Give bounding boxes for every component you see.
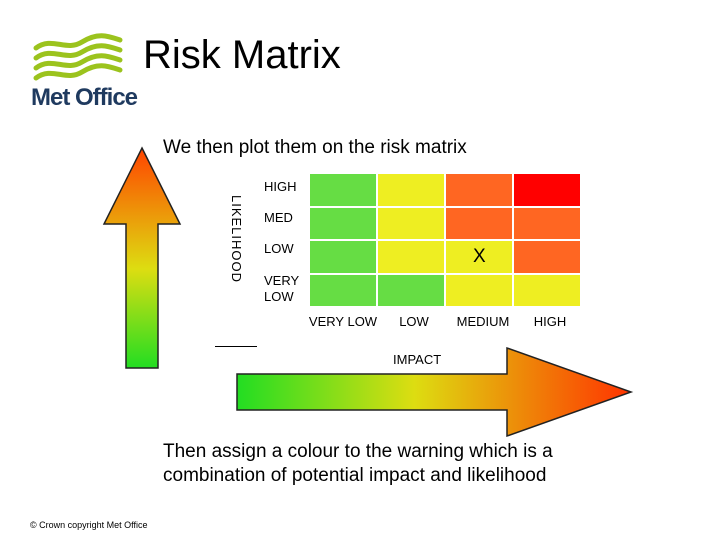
column-label-very-low: VERY LOW — [308, 314, 378, 329]
likelihood-axis-label: LIKELIHOOD — [229, 195, 244, 284]
matrix-cell — [377, 240, 445, 274]
impact-axis-label: IMPACT — [393, 352, 442, 367]
matrix-cell — [309, 206, 377, 240]
logo-text: Met Office — [31, 84, 138, 111]
matrix-cell — [309, 240, 377, 274]
matrix-cell — [513, 240, 581, 274]
matrix-cell — [445, 206, 513, 240]
matrix-cell — [445, 173, 513, 207]
matrix-cell — [445, 240, 513, 274]
row-label-very-low: VERY LOW — [264, 273, 299, 304]
row-label-med: MED — [264, 210, 293, 225]
page-title: Risk Matrix — [143, 33, 341, 77]
matrix-cell — [377, 206, 445, 240]
matrix-cell — [513, 273, 581, 307]
risk-matrix-grid — [309, 173, 581, 307]
divider-line — [215, 346, 257, 347]
matrix-cell — [513, 173, 581, 207]
subtitle: We then plot them on the risk matrix — [163, 137, 467, 158]
matrix-cell — [377, 273, 445, 307]
row-label-low: LOW — [264, 241, 294, 256]
column-label-low: LOW — [399, 314, 429, 329]
column-label-high: HIGH — [533, 314, 567, 329]
impact-arrow-icon — [236, 346, 634, 438]
copyright-footer: © Crown copyright Met Office — [30, 520, 148, 530]
matrix-cell — [513, 206, 581, 240]
column-label-medium: MEDIUM — [456, 314, 510, 329]
likelihood-arrow-icon — [102, 146, 182, 369]
matrix-cell — [445, 273, 513, 307]
matrix-cell — [309, 273, 377, 307]
row-label-high: HIGH — [264, 179, 297, 194]
met-office-waves-logo-icon — [33, 33, 123, 81]
matrix-cell — [309, 173, 377, 207]
body-text: Then assign a colour to the warning whic… — [163, 441, 553, 486]
risk-marker: X — [473, 245, 486, 267]
matrix-cell — [377, 173, 445, 207]
